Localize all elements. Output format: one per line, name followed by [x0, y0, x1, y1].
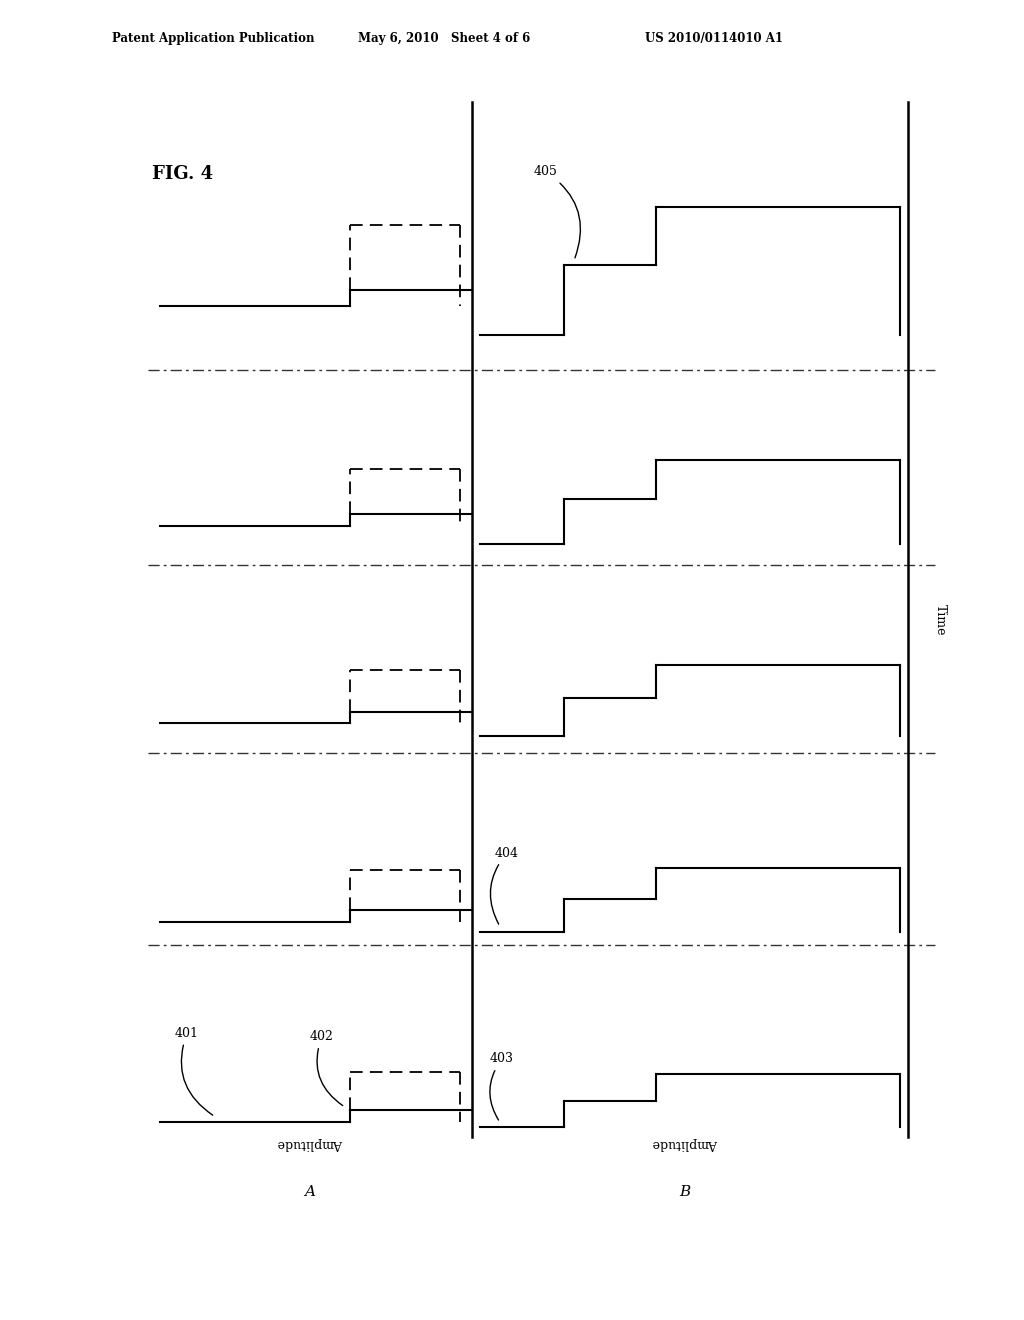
Text: Patent Application Publication: Patent Application Publication: [112, 32, 314, 45]
Text: 403: 403: [489, 1052, 514, 1121]
Text: FIG. 4: FIG. 4: [152, 165, 213, 183]
Text: 404: 404: [490, 846, 519, 924]
Text: 401: 401: [175, 1027, 213, 1115]
Text: Amplitude: Amplitude: [278, 1137, 343, 1150]
Text: May 6, 2010   Sheet 4 of 6: May 6, 2010 Sheet 4 of 6: [358, 32, 530, 45]
Text: US 2010/0114010 A1: US 2010/0114010 A1: [645, 32, 783, 45]
Text: Time: Time: [934, 605, 946, 636]
Text: A: A: [304, 1185, 315, 1199]
Text: 405: 405: [534, 165, 581, 257]
Text: 402: 402: [310, 1030, 343, 1106]
Text: Amplitude: Amplitude: [652, 1137, 718, 1150]
Text: B: B: [679, 1185, 690, 1199]
